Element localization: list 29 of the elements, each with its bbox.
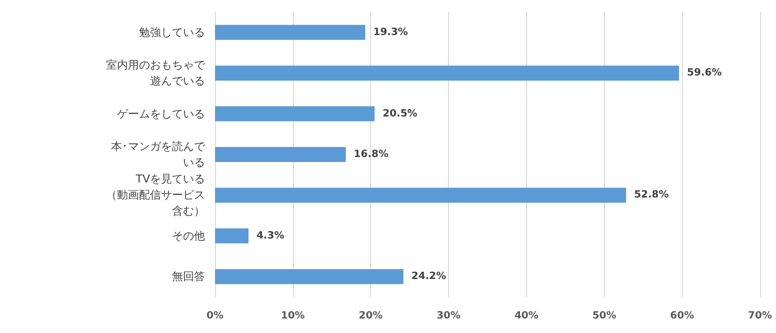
bar — [215, 106, 375, 122]
data-label: 20.5% — [382, 108, 418, 120]
x-tick-label: 70% — [748, 310, 772, 322]
bar — [215, 228, 248, 244]
data-label: 59.6% — [687, 68, 722, 79]
x-tick-label: 60% — [670, 310, 694, 322]
data-label: 19.3% — [373, 26, 408, 38]
x-tick-label: 20% — [358, 310, 383, 322]
y-tick-label: その他 — [172, 229, 205, 242]
x-tick-label: 50% — [592, 310, 616, 322]
y-tick-label: 勉強している — [139, 26, 205, 39]
data-label: 16.8% — [354, 149, 389, 160]
y-tick-label: 室内用のおもちゃで遊んでいる — [106, 58, 206, 88]
x-tick-label: 30% — [436, 310, 461, 322]
y-tick-label: 無回答 — [172, 270, 205, 284]
bar — [215, 66, 680, 81]
x-tick-label: 10% — [280, 310, 305, 322]
x-tick-label: 40% — [514, 310, 538, 322]
data-label: 52.8% — [634, 190, 669, 201]
bar — [215, 269, 404, 284]
data-label: 4.3% — [256, 230, 284, 242]
bar — [215, 24, 366, 40]
bar — [215, 188, 626, 203]
x-tick-label: 0% — [206, 310, 224, 322]
data-label: 24.2% — [411, 271, 446, 282]
bar — [215, 147, 346, 162]
y-tick-label: 本･マンガを読んでいる — [111, 140, 206, 169]
y-tick-label: ゲームをしている — [117, 107, 205, 120]
y-tick-label: TVを見ている（動画配信サービス含む） — [106, 172, 205, 218]
